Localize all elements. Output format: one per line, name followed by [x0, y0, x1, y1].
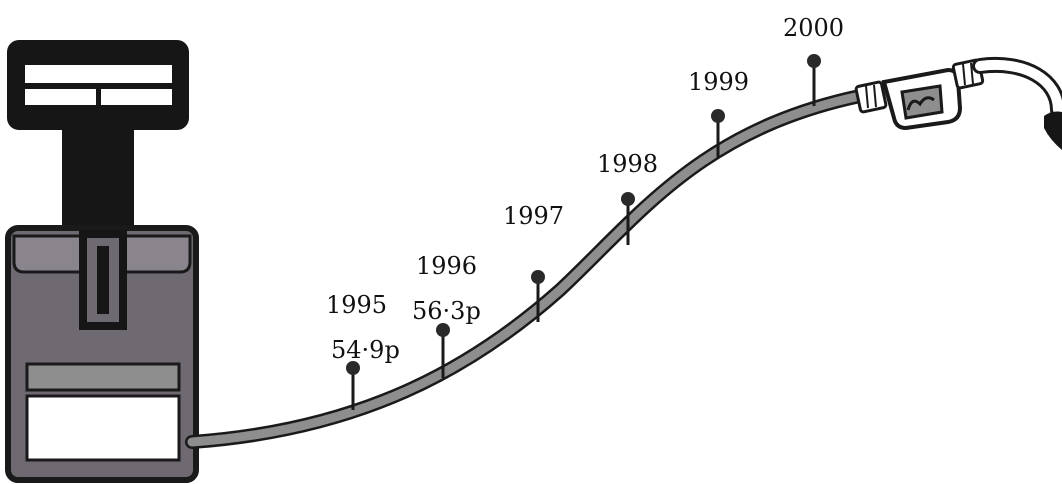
- pump-label-strip: [25, 362, 181, 392]
- year-label-1999: 1999: [688, 68, 750, 96]
- hose: [187, 91, 865, 447]
- nozzle-spout-inner: [975, 59, 1062, 115]
- hose-outline: [185, 89, 867, 449]
- year-label-1995: 1995: [326, 291, 388, 319]
- fuel-nozzle: [854, 56, 1062, 150]
- pin-head-1997: [531, 270, 545, 284]
- pump-display-window-right: [101, 89, 172, 105]
- year-label-1996: 1996: [416, 252, 478, 280]
- pin-head-1998: [621, 192, 635, 206]
- pin-head-1996: [436, 323, 450, 337]
- pump-panel: [25, 394, 181, 462]
- pump-neck: [62, 128, 134, 230]
- petrol-pump: [5, 40, 199, 483]
- pin-head-1999: [711, 109, 725, 123]
- pump-display-window-top: [25, 65, 172, 83]
- pump-display: [7, 40, 189, 130]
- nozzle-trigger-detail: [906, 96, 935, 111]
- nozzle-tip: [1044, 111, 1062, 150]
- pin-head-1995: [346, 361, 360, 375]
- year-label-2000: 2000: [783, 14, 845, 42]
- pump-display-window-left: [25, 89, 96, 105]
- year-pins: [346, 54, 821, 410]
- year-label-1998: 1998: [597, 150, 659, 178]
- year-label-1997: 1997: [503, 202, 565, 230]
- price-label-1995: 54·9p: [331, 336, 400, 364]
- price-label-1996: 56·3p: [412, 297, 481, 325]
- pump-nozzle-slot: [97, 246, 109, 314]
- nozzle-collar: [854, 80, 888, 114]
- pin-head-2000: [807, 54, 821, 68]
